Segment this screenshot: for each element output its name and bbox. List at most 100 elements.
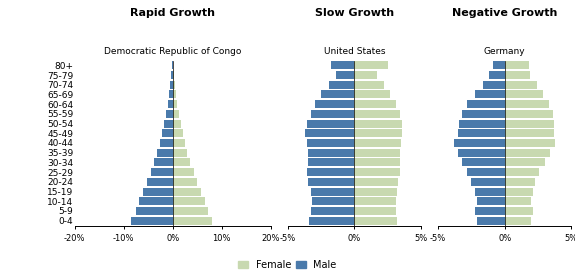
- Bar: [162, 129, 172, 137]
- Bar: [505, 168, 539, 176]
- Bar: [306, 168, 354, 176]
- Bar: [467, 100, 505, 108]
- Bar: [166, 110, 172, 118]
- Bar: [354, 120, 402, 128]
- Bar: [354, 217, 397, 225]
- Bar: [308, 158, 354, 166]
- Bar: [354, 188, 397, 196]
- Bar: [329, 81, 354, 89]
- Bar: [171, 71, 172, 79]
- Bar: [172, 110, 179, 118]
- Bar: [143, 188, 172, 196]
- Bar: [170, 81, 172, 89]
- Bar: [172, 158, 190, 166]
- Bar: [505, 90, 543, 98]
- Bar: [505, 158, 545, 166]
- Legend: Female, Male: Female, Male: [238, 260, 337, 270]
- Text: Negative Growth: Negative Growth: [452, 8, 557, 18]
- Bar: [172, 217, 212, 225]
- Bar: [136, 207, 172, 215]
- Bar: [354, 110, 400, 118]
- Bar: [172, 207, 208, 215]
- Bar: [505, 61, 528, 69]
- Bar: [354, 158, 400, 166]
- Bar: [505, 100, 549, 108]
- Bar: [477, 197, 505, 205]
- Bar: [354, 81, 384, 89]
- Bar: [459, 120, 505, 128]
- Bar: [354, 61, 388, 69]
- Bar: [505, 71, 530, 79]
- Bar: [172, 71, 174, 79]
- Bar: [315, 100, 354, 108]
- Bar: [505, 129, 554, 137]
- Bar: [477, 217, 505, 225]
- Bar: [484, 81, 505, 89]
- Bar: [454, 139, 505, 147]
- Bar: [308, 178, 354, 186]
- Bar: [306, 120, 354, 128]
- Bar: [157, 149, 172, 157]
- Bar: [354, 100, 396, 108]
- Bar: [312, 197, 354, 205]
- Bar: [505, 139, 555, 147]
- Bar: [147, 178, 172, 186]
- Bar: [172, 149, 187, 157]
- Bar: [505, 81, 536, 89]
- Bar: [306, 139, 354, 147]
- Bar: [489, 71, 505, 79]
- Bar: [172, 178, 197, 186]
- Bar: [354, 197, 396, 205]
- Bar: [172, 100, 177, 108]
- Bar: [172, 81, 175, 89]
- Bar: [154, 158, 172, 166]
- Bar: [310, 110, 354, 118]
- Bar: [458, 129, 505, 137]
- Bar: [505, 197, 531, 205]
- Bar: [354, 129, 402, 137]
- Bar: [309, 217, 354, 225]
- Bar: [168, 100, 172, 108]
- Bar: [321, 90, 354, 98]
- Bar: [310, 207, 354, 215]
- Bar: [354, 207, 396, 215]
- Bar: [458, 149, 505, 157]
- Text: Democratic Republic of Congo: Democratic Republic of Congo: [104, 47, 242, 56]
- Bar: [172, 197, 205, 205]
- Bar: [336, 71, 354, 79]
- Bar: [172, 90, 176, 98]
- Bar: [354, 90, 390, 98]
- Bar: [354, 168, 400, 176]
- Bar: [172, 168, 194, 176]
- Text: Germany: Germany: [484, 47, 526, 56]
- Bar: [476, 90, 505, 98]
- Bar: [505, 178, 535, 186]
- Bar: [305, 129, 354, 137]
- Bar: [493, 61, 505, 69]
- Bar: [151, 168, 172, 176]
- Bar: [172, 139, 185, 147]
- Bar: [505, 217, 531, 225]
- Bar: [505, 120, 554, 128]
- Bar: [354, 71, 377, 79]
- Bar: [354, 178, 398, 186]
- Text: Rapid Growth: Rapid Growth: [131, 8, 215, 18]
- Bar: [159, 139, 172, 147]
- Bar: [172, 129, 182, 137]
- Bar: [310, 188, 354, 196]
- Bar: [476, 188, 505, 196]
- Bar: [354, 149, 400, 157]
- Bar: [139, 197, 172, 205]
- Text: Slow Growth: Slow Growth: [315, 8, 394, 18]
- Bar: [505, 207, 532, 215]
- Bar: [164, 120, 172, 128]
- Bar: [462, 110, 505, 118]
- Bar: [131, 217, 172, 225]
- Bar: [354, 139, 401, 147]
- Bar: [462, 158, 505, 166]
- Bar: [172, 188, 201, 196]
- Bar: [505, 149, 550, 157]
- Bar: [331, 61, 354, 69]
- Bar: [472, 178, 505, 186]
- Bar: [172, 120, 181, 128]
